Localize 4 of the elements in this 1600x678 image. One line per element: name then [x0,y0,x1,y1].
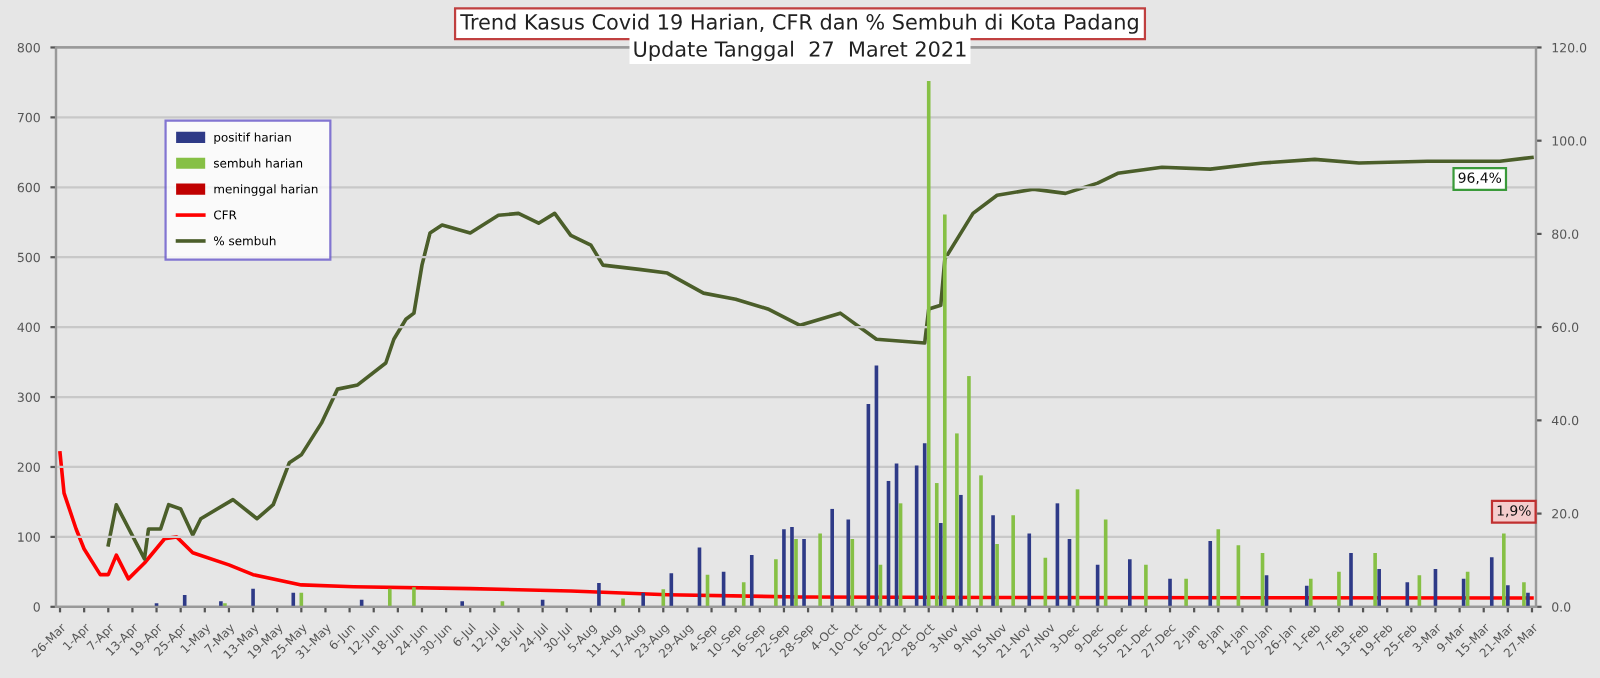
chart-title: Trend Kasus Covid 19 Harian, CFR dan % Sembuh di Kota Padang [460,13,1138,34]
line-series [106,155,1534,561]
chart-subtitle: Update Tanggal 27 Maret 2021 [634,40,966,61]
line-series [58,451,1534,600]
